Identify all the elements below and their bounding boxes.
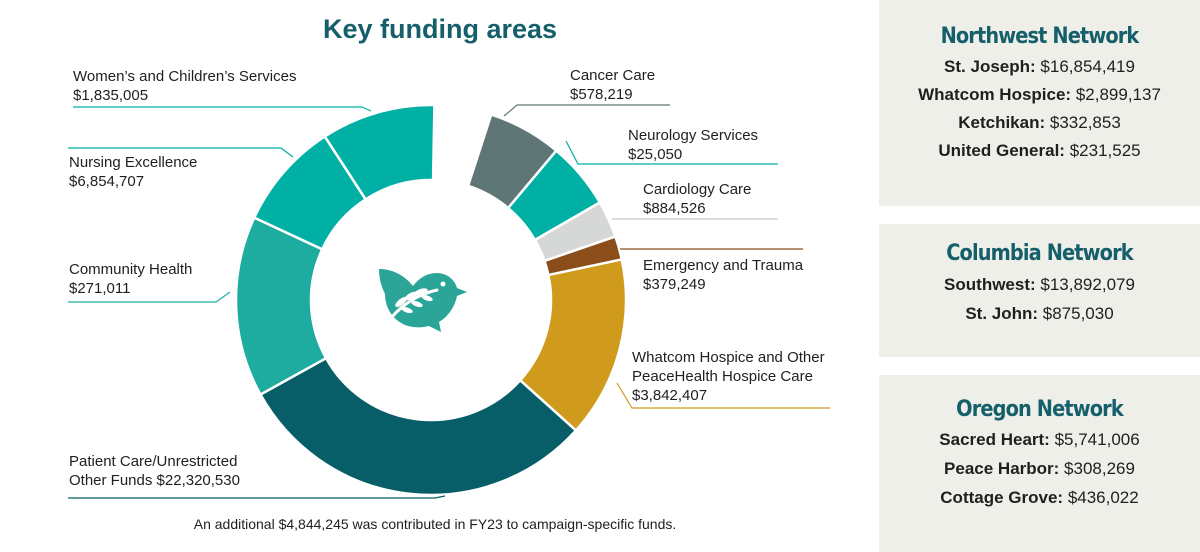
slice-label-neurology-services: Neurology Services $25,050 <box>628 126 758 164</box>
panel-oregon-network: Oregon Network Sacred Heart: $5,741,006 … <box>879 375 1200 552</box>
slice-label-value: $271,011 <box>69 280 131 297</box>
panel-row-name: St. John: <box>965 304 1039 323</box>
panel-row-value: $2,899,137 <box>1075 85 1161 104</box>
slice-label-emergency-and-trauma: Emergency and Trauma $379,249 <box>643 256 803 294</box>
slice-label-value: $25,050 <box>628 146 683 163</box>
panel-row-name: United General: <box>938 141 1065 160</box>
panel-row: St. John: $875,030 <box>879 304 1200 324</box>
leader-line-womens-childrens <box>73 106 372 112</box>
slice-label-value: $578,219 <box>570 86 633 103</box>
leader-line-community-health <box>68 291 231 303</box>
panel-row: St. Joseph: $16,854,419 <box>879 57 1200 77</box>
panel-row-name: Cottage Grove: <box>940 488 1064 507</box>
donut-chart <box>68 103 830 499</box>
panel-row-name: St. Joseph: <box>944 57 1036 76</box>
slice-label-hospice-care: Whatcom Hospice and Other PeaceHealth Ho… <box>632 348 847 405</box>
slice-womens-childrens <box>323 103 436 202</box>
panel-row-value: $308,269 <box>1064 459 1135 478</box>
slice-label-name: Cancer Care <box>570 67 656 84</box>
panel-row-value: $16,854,419 <box>1040 57 1135 76</box>
slice-label-community-health: Community Health $271,011 <box>69 260 192 298</box>
panel-title: Oregon Network <box>956 397 1124 422</box>
slice-label-value: $22,320,530 <box>156 472 240 489</box>
slice-label-nursing-excellence: Nursing Excellence $6,854,707 <box>69 153 197 191</box>
leader-line-nursing-excellence <box>68 147 294 158</box>
panel-row-value: $332,853 <box>1049 113 1121 132</box>
chart-annotation: An additional $4,844,245 was contributed… <box>193 516 677 532</box>
slice-label-name: Nursing Excellence <box>69 154 198 171</box>
slice-label-value: $6,854,707 <box>69 173 145 190</box>
panel-row-value: $5,741,006 <box>1054 430 1140 449</box>
panel-row-name: Sacred Heart: <box>939 430 1050 449</box>
panel-columbia-network: Columbia Network Southwest: $13,892,079 … <box>879 224 1200 357</box>
leader-line-hospice-care <box>616 382 830 409</box>
slice-label-patient-care: Patient Care/Unrestricted Other Funds $2… <box>69 452 259 490</box>
slice-label-name: Cardiology Care <box>643 181 752 198</box>
slice-label-value: $1,835,005 <box>73 87 149 104</box>
panel-row: Cottage Grove: $436,022 <box>879 488 1200 508</box>
panel-row-value: $436,022 <box>1067 488 1139 507</box>
slice-label-name: Community Health <box>69 261 193 278</box>
slice-label-cardiology-care: Cardiology Care $884,526 <box>643 180 751 218</box>
slice-patient-care <box>258 356 578 497</box>
panel-row: United General: $231,525 <box>879 141 1200 161</box>
slice-label-cancer-care: Cancer Care $578,219 <box>570 66 655 104</box>
leader-line-cancer-care <box>503 104 670 117</box>
dove-icon <box>379 269 467 332</box>
panel-row-name: Southwest: <box>944 275 1036 294</box>
slice-label-name: Whatcom Hospice and Other PeaceHealth Ho… <box>632 349 825 385</box>
panel-row-value: $13,892,079 <box>1040 275 1135 294</box>
slice-label-value: $379,249 <box>643 276 706 293</box>
chart-title: Key funding areas <box>322 14 558 44</box>
slice-label-value: $3,842,407 <box>632 387 708 404</box>
slice-label-name: Patient Care/Unrestricted Other Funds <box>69 453 238 489</box>
panel-title: Northwest Network <box>940 24 1140 49</box>
panel-row-name: Ketchikan: <box>958 113 1046 132</box>
panel-row: Peace Harbor: $308,269 <box>879 459 1200 479</box>
panel-row-name: Peace Harbor: <box>944 459 1060 478</box>
slice-label-name: Emergency and Trauma <box>643 257 804 274</box>
slice-label-name: Women’s and Children’s Services <box>73 68 297 85</box>
panel-row: Sacred Heart: $5,741,006 <box>879 430 1200 450</box>
slice-label-value: $884,526 <box>643 200 706 217</box>
panel-title: Columbia Network <box>946 241 1133 266</box>
slice-label-womens-childrens: Women’s and Children’s Services $1,835,0… <box>73 67 296 105</box>
leader-line-patient-care <box>68 495 446 499</box>
panel-row-value: $875,030 <box>1042 304 1114 323</box>
leader-line-neurology-services <box>565 140 778 165</box>
panel-northwest-network: Northwest Network St. Joseph: $16,854,41… <box>879 0 1200 206</box>
panel-row: Ketchikan: $332,853 <box>879 113 1200 133</box>
panel-row-name: Whatcom Hospice: <box>918 85 1072 104</box>
slice-label-name: Neurology Services <box>628 127 759 144</box>
panel-row: Southwest: $13,892,079 <box>879 275 1200 295</box>
panel-row: Whatcom Hospice: $2,899,137 <box>879 85 1200 105</box>
panel-row-value: $231,525 <box>1069 141 1141 160</box>
